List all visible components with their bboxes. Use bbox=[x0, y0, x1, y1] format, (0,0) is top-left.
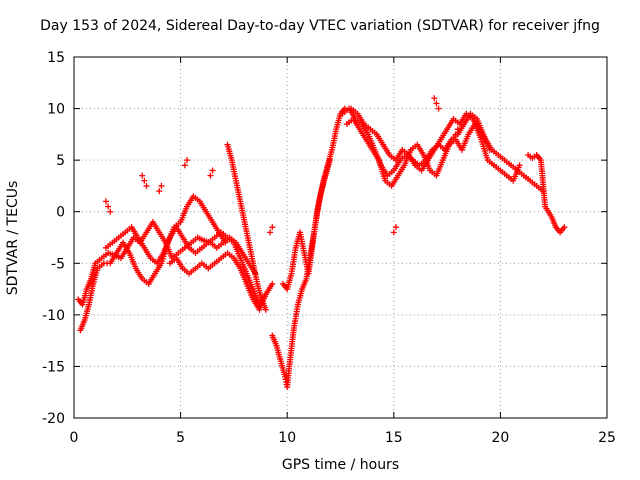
y-tick-label: -20 bbox=[42, 411, 65, 427]
plot-frame bbox=[73, 56, 608, 419]
data-point bbox=[222, 239, 229, 246]
y-tick-label: -10 bbox=[42, 308, 65, 324]
data-point bbox=[158, 182, 165, 189]
data-point bbox=[392, 224, 399, 231]
x-tick-label: 5 bbox=[176, 430, 185, 446]
x-axis-label: GPS time / hours bbox=[281, 457, 400, 473]
data-point bbox=[452, 131, 459, 138]
data-point bbox=[143, 182, 150, 189]
x-tick-label: 20 bbox=[491, 430, 509, 446]
data-point bbox=[102, 198, 109, 205]
y-tick-label: 5 bbox=[56, 153, 65, 169]
data-point bbox=[262, 306, 269, 313]
data-point bbox=[183, 157, 190, 164]
data-point bbox=[107, 208, 114, 215]
data-point bbox=[267, 229, 274, 236]
data-point bbox=[435, 105, 442, 112]
x-tick-label: 25 bbox=[598, 430, 616, 446]
data-point bbox=[454, 126, 461, 133]
data-point bbox=[141, 177, 148, 184]
data-point bbox=[209, 167, 216, 174]
x-tick-label: 0 bbox=[70, 430, 79, 446]
y-tick-label: -5 bbox=[51, 256, 65, 272]
chart-title: Day 153 of 2024, Sidereal Day-to-day VTE… bbox=[40, 18, 600, 34]
data-point bbox=[156, 188, 163, 195]
data-point bbox=[390, 229, 397, 236]
data-point bbox=[326, 157, 333, 164]
data-point bbox=[431, 95, 438, 102]
y-tick-label: 15 bbox=[47, 50, 65, 66]
data-point bbox=[181, 162, 188, 169]
x-tick-label: 10 bbox=[278, 430, 296, 446]
y-tick-label: 10 bbox=[47, 102, 65, 118]
data-point bbox=[269, 224, 276, 231]
y-axis-label: SDTVAR / TECUs bbox=[5, 180, 21, 296]
data-point bbox=[105, 203, 112, 210]
data-point bbox=[433, 100, 440, 107]
data-point bbox=[269, 280, 276, 287]
x-tick-label: 15 bbox=[385, 430, 403, 446]
data-point bbox=[139, 172, 146, 179]
data-point bbox=[516, 162, 523, 169]
data-point bbox=[561, 224, 568, 231]
data-point bbox=[207, 172, 214, 179]
y-tick-label: 0 bbox=[56, 205, 65, 221]
y-tick-label: -15 bbox=[42, 359, 65, 375]
